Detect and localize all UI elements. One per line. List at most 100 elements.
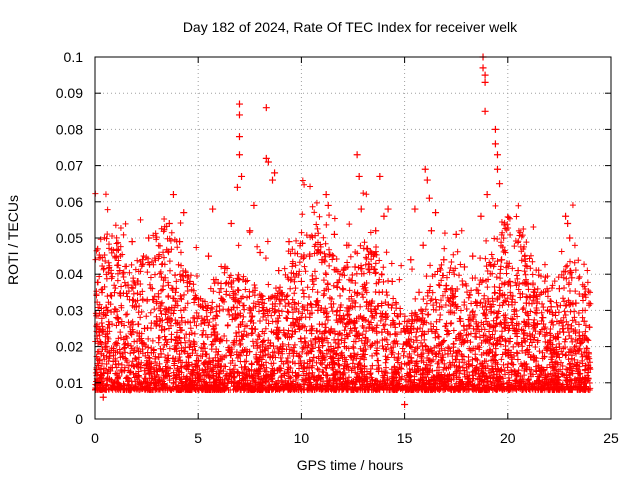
- background-marker: [498, 280, 505, 287]
- background-marker: [263, 317, 270, 324]
- background-marker: [289, 246, 296, 253]
- background-marker: [193, 322, 200, 329]
- background-marker: [509, 368, 516, 375]
- background-marker: [144, 269, 151, 276]
- background-marker: [145, 259, 152, 266]
- background-marker: [511, 311, 518, 318]
- background-marker: [476, 281, 483, 288]
- background-marker: [563, 366, 570, 373]
- background-marker: [222, 280, 229, 287]
- background-marker: [332, 351, 339, 358]
- background-marker: [532, 343, 539, 350]
- background-marker: [408, 320, 415, 327]
- background-marker: [523, 239, 530, 246]
- background-marker: [406, 350, 413, 357]
- background-marker: [502, 225, 509, 232]
- background-marker: [494, 258, 501, 265]
- background-marker: [461, 359, 468, 366]
- background-marker: [337, 380, 344, 387]
- background-marker: [224, 322, 231, 329]
- background-marker: [505, 327, 512, 334]
- background-marker: [215, 348, 222, 355]
- background-marker: [272, 292, 279, 299]
- background-marker: [269, 386, 276, 393]
- background-marker: [445, 330, 452, 337]
- background-marker: [420, 296, 427, 303]
- background-marker: [309, 343, 316, 350]
- background-marker: [425, 311, 432, 318]
- background-marker: [97, 236, 104, 243]
- background-marker: [582, 328, 589, 335]
- background-marker: [328, 304, 335, 311]
- background-marker: [183, 331, 190, 338]
- background-marker: [155, 334, 162, 341]
- background-marker: [159, 323, 166, 330]
- background-marker: [412, 333, 419, 340]
- background-marker: [273, 327, 280, 334]
- background-marker: [418, 354, 425, 361]
- background-marker: [284, 380, 291, 387]
- background-marker: [559, 295, 566, 302]
- background-marker: [168, 285, 175, 292]
- background-marker: [297, 335, 304, 342]
- background-marker: [494, 236, 501, 243]
- background-marker: [336, 340, 343, 347]
- background-marker: [487, 262, 494, 269]
- background-marker: [333, 256, 340, 263]
- background-marker: [166, 258, 173, 265]
- background-marker: [124, 293, 131, 300]
- background-marker: [151, 271, 158, 278]
- background-marker: [279, 289, 286, 296]
- background-marker: [102, 257, 109, 264]
- background-marker: [578, 350, 585, 357]
- background-marker: [575, 310, 582, 317]
- background-marker: [435, 372, 442, 379]
- background-marker: [346, 383, 353, 390]
- background-marker: [520, 305, 527, 312]
- background-marker: [179, 273, 186, 280]
- background-marker: [135, 360, 142, 367]
- background-marker: [136, 379, 143, 386]
- background-marker: [308, 310, 315, 317]
- background-marker: [186, 337, 193, 344]
- background-marker: [259, 328, 266, 335]
- background-marker: [445, 344, 452, 351]
- background-marker: [331, 347, 338, 354]
- background-marker: [147, 285, 154, 292]
- background-marker: [324, 317, 331, 324]
- background-marker: [268, 328, 275, 335]
- background-marker: [201, 341, 208, 348]
- background-marker: [189, 346, 196, 353]
- background-marker: [359, 315, 366, 322]
- background-marker: [420, 359, 427, 366]
- background-marker: [440, 338, 447, 345]
- background-marker: [472, 275, 479, 282]
- background-marker: [450, 251, 457, 258]
- background-marker: [323, 221, 330, 228]
- background-marker: [571, 308, 578, 315]
- background-marker: [209, 299, 216, 306]
- background-marker: [235, 351, 242, 358]
- background-marker: [360, 294, 367, 301]
- background-marker: [379, 337, 386, 344]
- background-marker: [123, 385, 130, 392]
- background-marker: [233, 297, 240, 304]
- background-marker: [396, 276, 403, 283]
- background-marker: [541, 353, 548, 360]
- background-marker: [531, 356, 538, 363]
- background-marker: [330, 253, 337, 260]
- background-marker: [461, 373, 468, 380]
- background-marker: [171, 236, 178, 243]
- background-marker: [209, 338, 216, 345]
- background-marker: [482, 338, 489, 345]
- background-marker: [553, 318, 560, 325]
- background-marker: [281, 370, 288, 377]
- background-marker: [177, 292, 184, 299]
- background-marker: [224, 375, 231, 382]
- background-marker: [571, 356, 578, 363]
- background-marker: [114, 239, 121, 246]
- background-marker: [565, 299, 572, 306]
- background-marker: [306, 370, 313, 377]
- background-marker: [527, 354, 534, 361]
- background-marker: [371, 251, 378, 258]
